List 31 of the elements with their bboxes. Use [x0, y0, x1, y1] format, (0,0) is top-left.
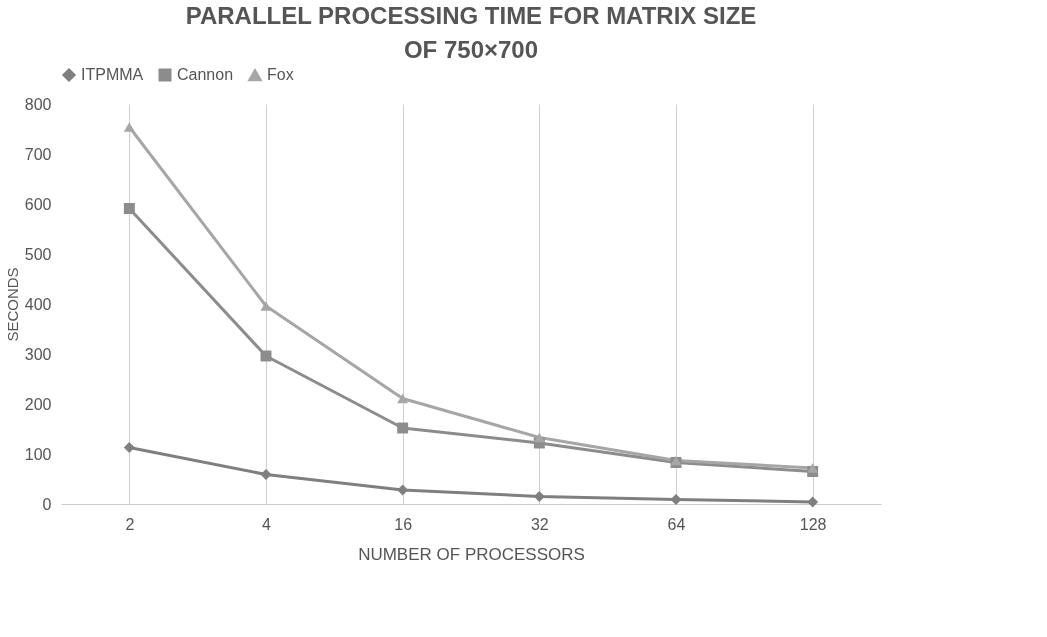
point — [533, 491, 545, 502]
x-axis-title: NUMBER OF PROCESSORS — [358, 544, 585, 564]
point — [397, 393, 409, 404]
y-axis-title: SECONDS — [3, 267, 21, 342]
point — [807, 463, 819, 473]
x-tick-label: 16 — [394, 515, 413, 533]
point — [123, 203, 135, 214]
point — [123, 442, 135, 453]
legend-label: ITPMMA — [81, 66, 144, 83]
point — [397, 422, 409, 434]
legend-label: Cannon — [177, 66, 234, 83]
point — [807, 496, 819, 508]
chart-title: PARALLEL PROCESSING TIME FOR MATRIX SIZE OF 750×700 — [185, 2, 757, 63]
y-tick-label: 400 — [24, 295, 52, 313]
point — [533, 432, 545, 443]
y-tick-label: 200 — [24, 395, 52, 413]
point — [123, 122, 135, 132]
y-tick-label: 0 — [42, 495, 52, 513]
x-tick-label: 128 — [799, 515, 827, 533]
y-tick-label: 700 — [24, 145, 52, 163]
y-tick-label: 500 — [24, 245, 52, 263]
point — [260, 301, 272, 311]
x-tick-label: 64 — [667, 515, 686, 533]
legend-label: Fox — [267, 66, 294, 84]
x-tick-label: 32 — [530, 515, 549, 533]
x-tick-label: 2 — [125, 515, 135, 533]
y-tick-label: 100 — [24, 445, 52, 463]
x-tick-label: 4 — [262, 515, 272, 533]
y-tick-label: 600 — [24, 195, 52, 213]
y-tick-label: 300 — [24, 345, 52, 363]
y-tick-label: 800 — [24, 95, 52, 113]
